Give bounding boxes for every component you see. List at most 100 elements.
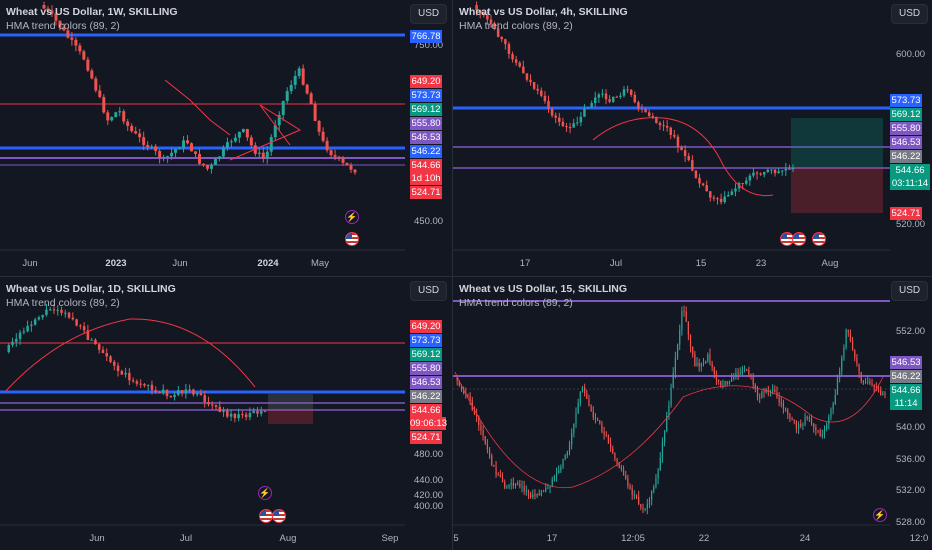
candle-body	[713, 367, 715, 374]
candle-body	[66, 30, 70, 38]
candle-body	[547, 488, 549, 490]
lightning-icon[interactable]: ⚡	[873, 508, 887, 522]
candle-body	[205, 165, 209, 169]
candle-body	[263, 410, 267, 412]
candle-body	[527, 490, 530, 494]
currency-button[interactable]: USD	[891, 281, 929, 301]
x-tick: 24	[799, 533, 811, 544]
lightning-icon[interactable]: ⚡	[258, 486, 272, 500]
candle-body	[18, 332, 22, 339]
candle-body	[743, 369, 746, 371]
candle-body	[522, 66, 525, 74]
candle-body	[105, 353, 108, 357]
candle-body	[113, 361, 116, 366]
candle-body	[752, 376, 754, 385]
chart-pane-4h[interactable]: Wheat vs US Dollar, 4h, SKILLING HMA tre…	[453, 0, 932, 276]
candle-body	[864, 381, 867, 383]
chart-pane-15m[interactable]: Wheat vs US Dollar, 15, SKILLING HMA tre…	[453, 277, 932, 550]
lightning-icon[interactable]: ⚡	[345, 210, 359, 224]
price-tag: 546.22	[410, 145, 442, 158]
pane-divider[interactable]	[0, 276, 932, 277]
candle-body	[774, 390, 776, 393]
candle-body	[588, 398, 590, 407]
indicator-label[interactable]: HMA trend colors (89, 2)	[459, 297, 573, 309]
candle-body	[854, 350, 856, 358]
candle-body	[48, 309, 52, 311]
us-flag-event-icon[interactable]	[812, 232, 826, 246]
candle-body	[467, 394, 469, 396]
candle-body	[785, 408, 787, 410]
candle-body	[658, 123, 662, 126]
indicator-label[interactable]: HMA trend colors (89, 2)	[6, 297, 120, 309]
candle-body	[834, 394, 836, 404]
candle-body	[665, 125, 669, 128]
candle-body	[203, 395, 206, 402]
candle-body	[728, 381, 731, 384]
candle-body	[782, 403, 785, 409]
candle-body	[353, 169, 357, 173]
candle-body	[780, 402, 782, 404]
candle-body	[778, 397, 780, 403]
candle-body	[118, 111, 122, 113]
position-stop	[268, 409, 313, 424]
candle-body	[635, 494, 638, 497]
chart-pane-1d[interactable]: Wheat vs US Dollar, 1D, SKILLING HMA tre…	[0, 277, 452, 550]
us-flag-event-icon[interactable]	[259, 509, 273, 523]
candle-body	[718, 379, 720, 381]
candle-body	[640, 108, 644, 110]
chart-canvas[interactable]	[453, 0, 932, 276]
candle-body	[244, 414, 248, 418]
y-tick: 532.00	[896, 485, 926, 496]
candle-body	[873, 384, 875, 388]
candle-body	[530, 493, 532, 498]
candle-body	[241, 414, 244, 416]
candle-body	[126, 121, 130, 126]
candle-body	[106, 112, 110, 121]
candle-body	[233, 413, 237, 419]
candle-body	[581, 387, 584, 392]
indicator-label[interactable]: HMA trend colors (89, 2)	[459, 20, 573, 32]
candle-body	[146, 384, 150, 386]
x-tick: 12:0	[909, 533, 929, 544]
chart-canvas[interactable]	[453, 277, 932, 550]
currency-button[interactable]: USD	[410, 4, 448, 24]
candle-body	[259, 410, 263, 414]
candle-body	[124, 372, 127, 375]
candle-body	[709, 354, 711, 364]
candle-body	[180, 390, 184, 394]
currency-button[interactable]: USD	[410, 281, 448, 301]
candle-body	[715, 373, 718, 380]
candle-body	[337, 156, 341, 159]
us-flag-event-icon[interactable]	[272, 509, 286, 523]
candle-body	[592, 411, 594, 418]
candle-body	[694, 354, 696, 366]
candle-body	[174, 149, 178, 153]
us-flag-event-icon[interactable]	[780, 232, 794, 246]
candle-body	[689, 334, 692, 347]
chart-pane-1w[interactable]: Wheat vs US Dollar, 1W, SKILLING HMA tre…	[0, 0, 452, 276]
candle-body	[759, 397, 761, 399]
candle-body	[670, 387, 672, 406]
candle-body	[341, 158, 345, 163]
candle-body	[79, 325, 82, 327]
candle-body	[663, 431, 666, 442]
candle-body	[7, 344, 11, 352]
x-tick: 15	[695, 258, 707, 269]
pane-divider[interactable]	[452, 0, 453, 550]
us-flag-event-icon[interactable]	[345, 232, 359, 246]
us-flag-event-icon[interactable]	[792, 232, 806, 246]
candle-body	[482, 12, 486, 16]
candle-body	[674, 357, 677, 373]
currency-button[interactable]: USD	[891, 4, 929, 24]
x-tick: Sep	[381, 533, 399, 544]
candle-body	[687, 321, 689, 335]
chart-canvas[interactable]	[0, 0, 452, 276]
candle-body	[762, 171, 766, 175]
candle-body	[745, 180, 748, 184]
candle-body	[523, 486, 525, 491]
indicator-label[interactable]: HMA trend colors (89, 2)	[6, 20, 120, 32]
candle-body	[702, 363, 705, 365]
candle-body	[98, 90, 102, 97]
chart-canvas[interactable]	[0, 277, 452, 550]
candle-body	[836, 377, 839, 395]
